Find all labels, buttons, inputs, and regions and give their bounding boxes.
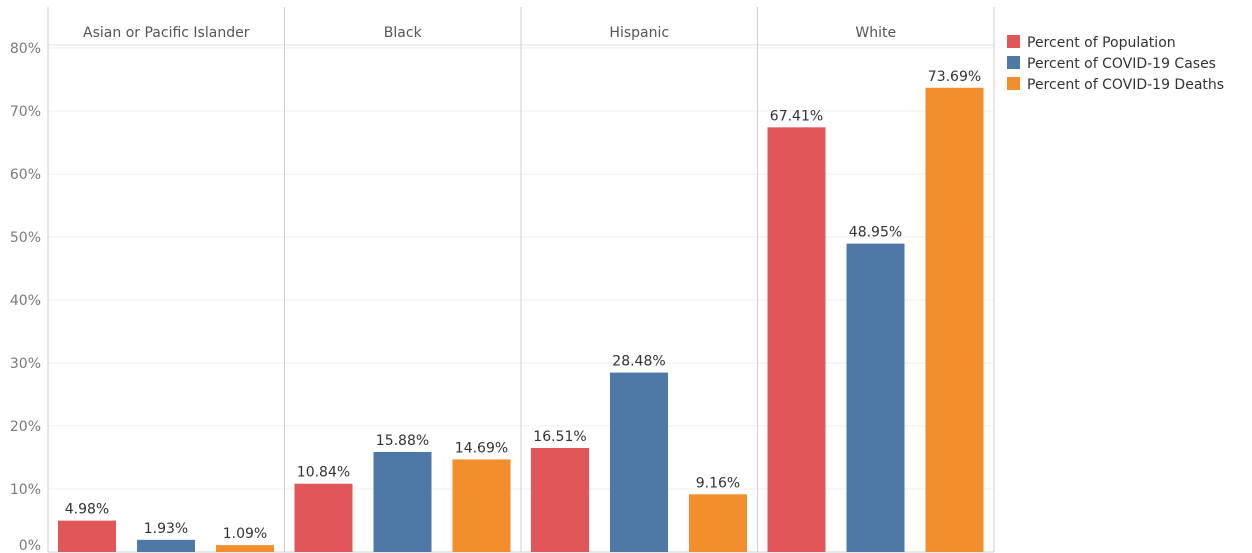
y-tick-label: 50% <box>10 230 41 246</box>
legend-swatch <box>1007 77 1020 90</box>
data-label: 28.48% <box>612 354 665 370</box>
bar-layer <box>58 87 984 553</box>
panel-label: Hispanic <box>609 25 669 41</box>
bar[interactable] <box>216 545 274 552</box>
data-label: 16.51% <box>533 429 586 445</box>
legend-swatch <box>1007 56 1020 69</box>
bar[interactable] <box>531 447 589 552</box>
panel-label: Black <box>384 25 423 41</box>
data-label: 1.93% <box>144 521 188 537</box>
bar[interactable] <box>689 494 747 552</box>
legend-label: Percent of Population <box>1027 35 1176 51</box>
data-label: 4.98% <box>65 502 109 518</box>
bar[interactable] <box>294 483 353 552</box>
label-layer: 4.98% 1.93% 1.09% 10.84% 15.88% 14.69% 16.51% 2… <box>65 69 981 542</box>
bar[interactable] <box>58 520 116 552</box>
y-tick-label: 0% <box>19 538 41 553</box>
bar[interactable] <box>373 451 432 552</box>
legend-label: Percent of COVID-19 Deaths <box>1027 77 1224 93</box>
panel-label: Asian or Pacific Islander <box>83 25 250 41</box>
bar[interactable] <box>610 372 668 552</box>
legend: Percent of Population Percent of COVID-19… <box>1007 35 1224 93</box>
data-label: 1.09% <box>223 526 267 542</box>
y-tick-label: 10% <box>10 482 41 498</box>
y-tick-label: 60% <box>10 167 41 183</box>
y-tick-label: 80% <box>10 41 41 57</box>
y-tick-label: 30% <box>10 356 41 372</box>
data-label: 14.69% <box>455 440 508 456</box>
panel-label: White <box>855 25 896 41</box>
data-label: 10.84% <box>297 465 350 481</box>
y-tick-label: 40% <box>10 293 41 309</box>
legend-label: Percent of COVID-19 Cases <box>1027 56 1216 72</box>
bar[interactable] <box>452 459 511 552</box>
y-tick-label: 20% <box>10 419 41 435</box>
data-label: 73.69% <box>928 69 981 85</box>
data-label: 9.16% <box>696 475 740 491</box>
bar[interactable] <box>925 87 984 553</box>
data-label: 48.95% <box>849 225 902 241</box>
y-tick-label: 70% <box>10 104 41 120</box>
data-label: 15.88% <box>376 433 429 449</box>
bar[interactable] <box>846 243 905 553</box>
panel-layer: Asian or Pacific Islander Black Hispanic Wh… <box>47 7 995 552</box>
legend-swatch <box>1007 35 1020 48</box>
bar[interactable] <box>137 539 195 552</box>
bar[interactable] <box>767 127 826 552</box>
data-label: 67.41% <box>770 108 823 124</box>
y-axis: 0% 10% 20% 30% 40% 50% 60% 70% 80% <box>10 41 41 553</box>
